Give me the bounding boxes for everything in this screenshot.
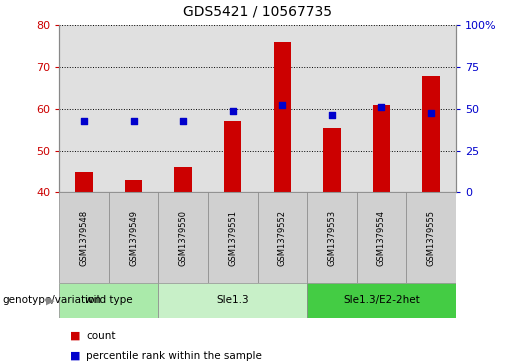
Point [427,110,435,116]
Bar [323,128,340,192]
Bar [356,192,406,283]
Bar [59,283,159,318]
Bar [109,192,159,283]
Point [328,112,336,118]
Text: ■: ■ [70,331,80,341]
Text: GSM1379553: GSM1379553 [328,210,336,266]
Bar [75,171,93,192]
Text: wild type: wild type [85,295,132,305]
Text: ■: ■ [70,351,80,361]
Text: GSM1379555: GSM1379555 [426,210,436,266]
Text: GDS5421 / 10567735: GDS5421 / 10567735 [183,4,332,18]
Text: percentile rank within the sample: percentile rank within the sample [86,351,262,361]
Text: count: count [86,331,115,341]
Point [179,118,187,124]
Text: GSM1379550: GSM1379550 [179,210,187,266]
Text: Sle1.3/E2-2het: Sle1.3/E2-2het [343,295,420,305]
Bar [175,167,192,192]
Bar [406,192,456,283]
Bar [422,76,440,192]
Bar [125,180,142,192]
Bar [159,283,307,318]
Bar [59,192,109,283]
Text: GSM1379548: GSM1379548 [79,210,89,266]
Bar [224,121,242,192]
Bar [373,105,390,192]
Text: GSM1379552: GSM1379552 [278,210,287,266]
Text: Sle1.3: Sle1.3 [216,295,249,305]
Text: ▶: ▶ [45,295,54,305]
Bar [273,42,291,192]
Text: genotype/variation: genotype/variation [3,295,101,305]
Text: GSM1379554: GSM1379554 [377,210,386,266]
Bar [208,192,258,283]
Bar [307,192,356,283]
Point [80,118,88,124]
Point [229,108,237,114]
Point [129,118,138,124]
Point [278,102,286,107]
Point [377,104,386,110]
Bar [258,192,307,283]
Text: GSM1379551: GSM1379551 [228,210,237,266]
Bar [159,192,208,283]
Text: GSM1379549: GSM1379549 [129,210,138,266]
Bar [307,283,456,318]
